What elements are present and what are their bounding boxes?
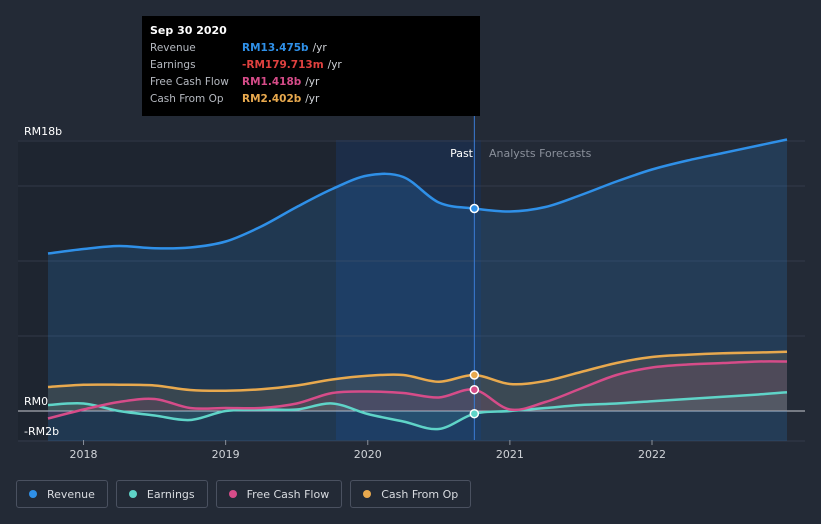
tooltip-value: RM1.418b: [242, 76, 302, 88]
legend-dot-icon: [29, 490, 37, 498]
x-tick-label: 2021: [496, 448, 524, 461]
y-tick-label: -RM2b: [24, 425, 59, 438]
legend-dot-icon: [128, 490, 137, 498]
legend-item-free-cash-flow[interactable]: Free Cash Flow: [215, 480, 343, 508]
tooltip-value: -RM179.713m: [242, 59, 324, 71]
cursor-marker: [469, 370, 480, 380]
cash-from-op-line: [47, 350, 788, 393]
free-cash-flow-line: [47, 360, 788, 420]
past-label: Past: [450, 147, 474, 160]
legend-dot-icon: [228, 490, 237, 498]
legend-label: Free Cash Flow: [246, 487, 330, 501]
tooltip-date: Sep 30 2020: [150, 24, 227, 37]
y-tick-label: RM18b: [24, 125, 62, 138]
y-axis-ticks: RM18b RM0 -RM2b: [24, 125, 62, 438]
legend: Revenue Earnings Free Cash Flow Cash Fro…: [16, 480, 472, 508]
tooltip-label: Revenue: [150, 42, 196, 54]
tooltip-label: Earnings: [150, 59, 196, 71]
legend-label: Cash From Op: [381, 487, 459, 501]
cursor-marker: [469, 408, 480, 419]
x-tick-label: 2018: [70, 448, 98, 461]
series-lines: [47, 138, 788, 431]
legend-item-cash-from-op[interactable]: Cash From Op: [350, 480, 472, 508]
y-tick-label: RM0: [24, 395, 48, 408]
x-tick-label: 2020: [354, 448, 382, 461]
forecast-label: Analysts Forecasts: [489, 147, 592, 160]
legend-item-earnings[interactable]: Earnings: [115, 480, 208, 508]
earnings-line: [47, 391, 788, 431]
x-tick-label: 2022: [638, 448, 666, 461]
tooltip-unit: /yr: [327, 59, 342, 71]
legend-label: Earnings: [146, 487, 195, 501]
tooltip-value: RM13.475b: [242, 42, 309, 54]
legend-item-revenue[interactable]: Revenue: [16, 480, 108, 508]
tooltip-unit: /yr: [305, 93, 320, 105]
cursor-marker: [469, 203, 480, 214]
grid-lines: [18, 140, 805, 442]
legend-dot-icon: [363, 490, 372, 498]
tooltip: Sep 30 2020 Revenue RM13.475b /yr Earnin…: [142, 16, 480, 116]
tooltip-row-earnings: Earnings -RM179.713m /yr: [150, 57, 480, 74]
tooltip-row-revenue: Revenue RM13.475b /yr: [150, 40, 480, 57]
tooltip-label: Free Cash Flow: [150, 76, 229, 88]
highlight-band: [336, 140, 481, 440]
revenue-line: [47, 138, 788, 255]
tooltip-row-fcf: Free Cash Flow RM1.418b /yr: [150, 74, 480, 91]
x-axis-ticks: 2018 2019 2020 2021 2022: [70, 440, 666, 461]
cursor-marker: [469, 384, 480, 395]
tooltip-value: RM2.402b: [242, 93, 302, 105]
tooltip-label: Cash From Op: [150, 93, 224, 105]
tooltip-row-cfo: Cash From Op RM2.402b /yr: [150, 91, 480, 108]
tooltip-unit: /yr: [305, 76, 320, 88]
legend-label: Revenue: [47, 487, 95, 501]
tooltip-unit: /yr: [312, 42, 327, 54]
cursor-markers: [469, 203, 480, 419]
earnings-area: [48, 392, 787, 430]
x-tick-label: 2019: [212, 448, 240, 461]
